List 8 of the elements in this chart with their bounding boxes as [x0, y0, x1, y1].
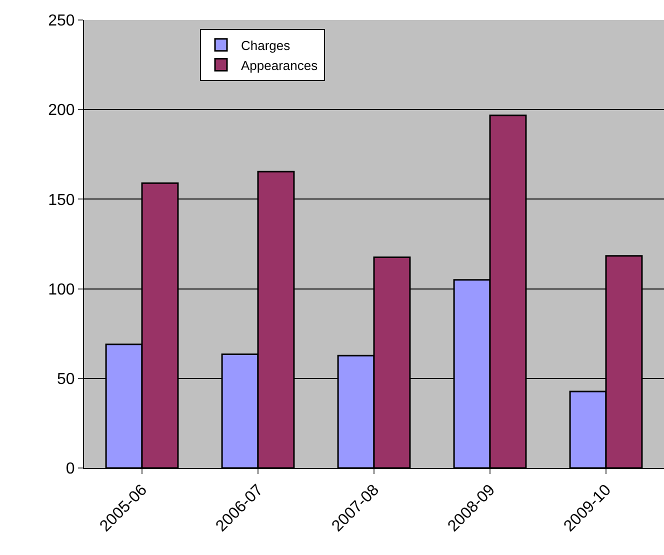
y-tick-label: 100	[48, 281, 75, 298]
y-tick-label: 150	[48, 192, 75, 209]
legend-label: Charges	[241, 38, 291, 53]
y-tick-label: 200	[48, 102, 75, 120]
y-tick-label: 50	[57, 371, 75, 388]
y-tick-label: 250	[48, 12, 75, 30]
legend-label: Appearances	[241, 58, 318, 73]
y-tick-label: 0	[66, 460, 75, 478]
